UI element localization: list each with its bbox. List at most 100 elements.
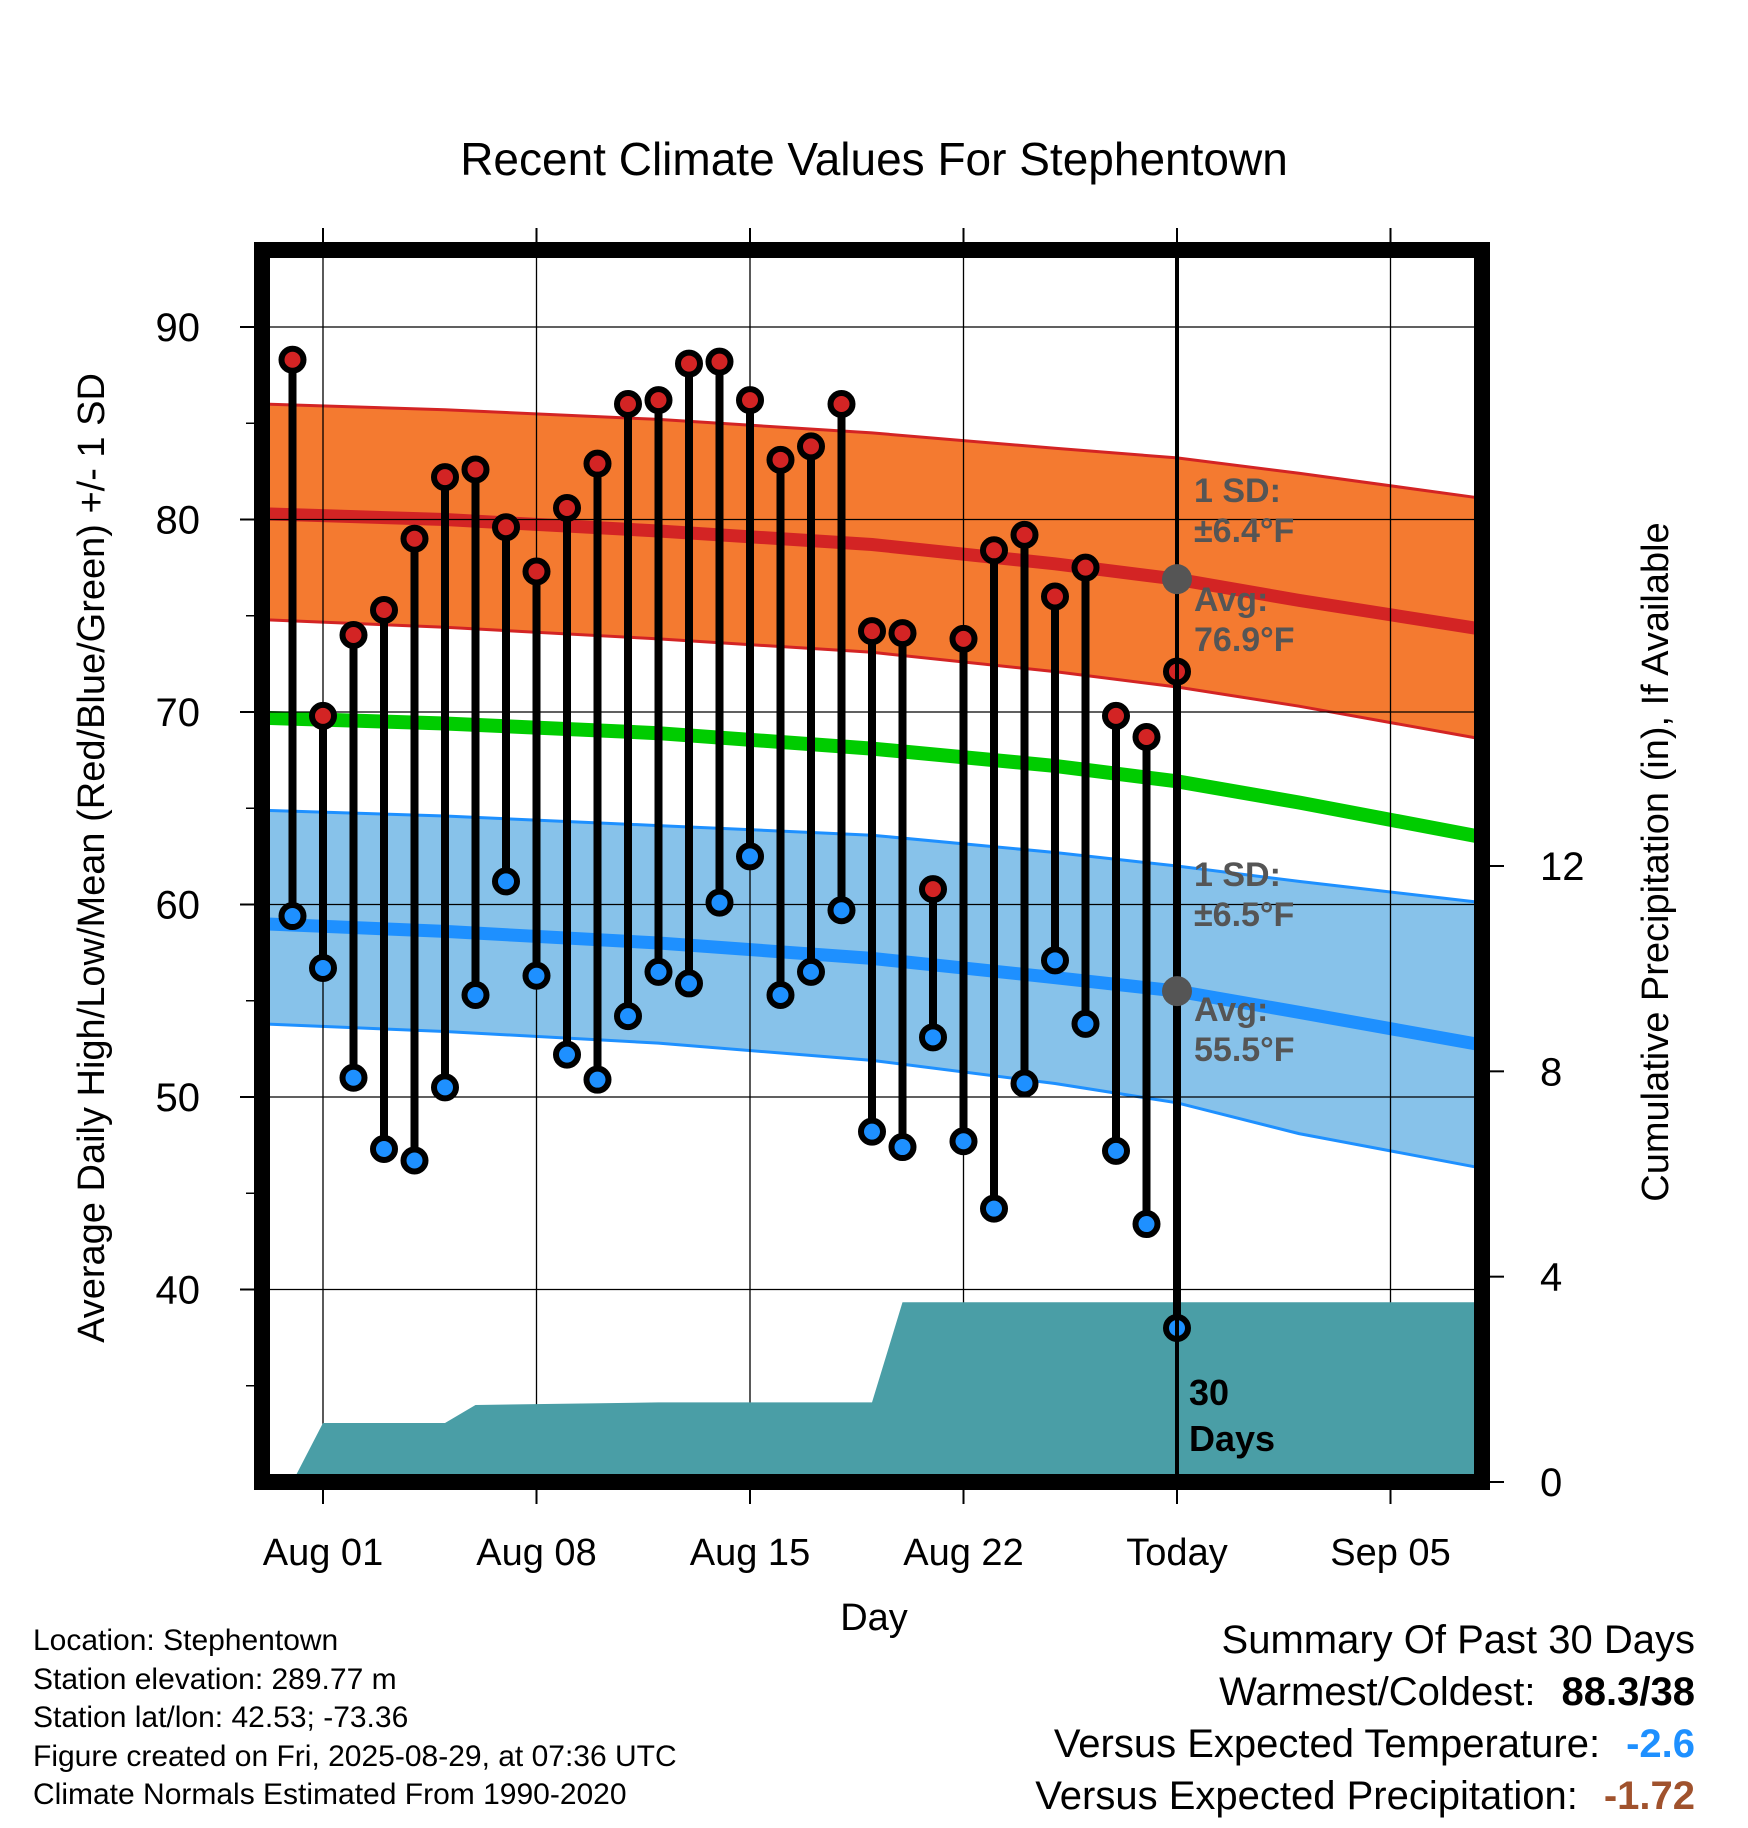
summary-title: Summary Of Past 30 Days: [1221, 1618, 1695, 1662]
summary-panel: Summary Of Past 30 Days Warmest/Coldest:…: [1035, 1614, 1695, 1822]
y-tick-label-50: 50: [156, 1076, 201, 1120]
obs-low-point-2025-08-13: [675, 969, 703, 998]
latlon-text: Station lat/lon: 42.53; -73.36: [33, 1701, 409, 1734]
warmest-label: Warmest/Coldest:: [1219, 1670, 1536, 1714]
obs-high-point-2025-08-25: [1041, 582, 1069, 611]
obs-low-point-2025-08-05: [431, 1073, 459, 1102]
obs-low-point-2025-08-14: [705, 888, 734, 917]
warmest-value: 88.3/38: [1561, 1670, 1695, 1714]
precip-days-label-line: Days: [1189, 1418, 1275, 1459]
precip-value: -1.72: [1603, 1774, 1695, 1818]
obs-high-point-2025-08-09: [553, 493, 581, 522]
obs-low-point-2025-08-19: [858, 1117, 886, 1146]
observed-temperatures: [278, 345, 1191, 1342]
obs-high-point-2025-07-31: [278, 345, 307, 374]
x-tick-label-4: Today: [1126, 1532, 1227, 1574]
obs-high-point-2025-08-11: [614, 390, 642, 418]
obs-high-point-2025-08-18: [827, 390, 856, 418]
obs-high-point-2025-08-04: [400, 524, 429, 553]
obs-low-point-2025-08-07: [492, 867, 520, 896]
annotation-value-3: 55.5°F: [1194, 1031, 1295, 1069]
obs-low-point-2025-08-28: [1132, 1210, 1161, 1239]
today-avg-low-dot: [1162, 976, 1192, 1007]
annotation-label-0: 1 SD:: [1194, 472, 1281, 510]
y2-tick-label-12: 12: [1540, 845, 1585, 889]
summary-temp-row: Versus Expected Temperature: -2.6: [1035, 1718, 1695, 1770]
obs-high-point-2025-08-08: [522, 557, 551, 586]
y-tick-label-40: 40: [156, 1269, 201, 1313]
obs-high-point-2025-08-10: [583, 449, 612, 478]
obs-low-point-2025-08-23: [980, 1194, 1008, 1223]
temp-label: Versus Expected Temperature:: [1053, 1722, 1601, 1766]
y-tick-label-70: 70: [156, 691, 201, 735]
temp-value: -2.6: [1626, 1722, 1695, 1766]
obs-high-point-2025-08-14: [705, 347, 734, 376]
obs-high-point-2025-08-05: [431, 463, 459, 492]
obs-low-point-2025-07-31: [278, 902, 307, 931]
annotation-value-1: 76.9°F: [1194, 621, 1295, 659]
chart-title: Recent Climate Values For Stephentown: [460, 133, 1288, 185]
obs-low-point-2025-08-25: [1041, 946, 1069, 975]
x-tick-label-5: Sep 05: [1330, 1532, 1450, 1574]
x-tick-label-1: Aug 08: [476, 1532, 596, 1574]
obs-low-point-2025-08-12: [644, 957, 673, 986]
x-tick-label-3: Aug 22: [903, 1532, 1023, 1574]
y2-axis-label: Cumulative Precipitation (in), If Availa…: [1635, 522, 1677, 1201]
summary-warmest-row: Warmest/Coldest: 88.3/38: [1035, 1666, 1695, 1718]
obs-high-point-2025-08-15: [736, 386, 764, 415]
annotation-label-1: Avg:: [1194, 581, 1268, 619]
summary-precip-row: Versus Expected Precipitation: -1.72: [1035, 1770, 1695, 1822]
obs-low-point-2025-08-22: [949, 1127, 978, 1156]
precip-label: Versus Expected Precipitation:: [1035, 1774, 1578, 1818]
x-tick-label-0: Aug 01: [263, 1532, 383, 1574]
today-avg-high-dot: [1162, 564, 1192, 595]
obs-low-point-2025-08-17: [797, 957, 825, 986]
location-text: Location: Stephentown: [33, 1624, 339, 1657]
plot-border: [254, 242, 1490, 1490]
annotation-value-2: ±6.5°F: [1194, 896, 1294, 934]
annotation-value-0: ±6.4°F: [1194, 512, 1294, 550]
obs-high-point-2025-08-28: [1132, 723, 1161, 752]
y-axis-label: Average Daily High/Low/Mean (Red/Blue/Gr…: [71, 373, 113, 1343]
y2-tick-label-0: 0: [1540, 1461, 1562, 1505]
plot-frame: [254, 242, 1490, 1490]
obs-high-point-2025-08-01: [309, 701, 337, 730]
y-tick-label-90: 90: [156, 306, 201, 350]
obs-high-point-2025-08-20: [888, 619, 917, 648]
obs-low-point-2025-08-10: [583, 1065, 612, 1094]
axes: Aug 01 Aug 08 Aug 15 Aug 22 Today Sep 0540506…: [156, 228, 1585, 1574]
y2-tick-label-4: 4: [1540, 1256, 1562, 1300]
precip-cumulative-area: [292, 1302, 1482, 1482]
today-marker: 30 Days: [1162, 250, 1275, 1482]
obs-low-point-2025-08-15: [736, 842, 764, 871]
annotation-label-2: 1 SD:: [1194, 856, 1281, 894]
obs-low-point-2025-08-27: [1102, 1136, 1130, 1165]
obs-low-point-2025-08-09: [553, 1040, 581, 1069]
y-tick-label-60: 60: [156, 884, 201, 928]
x-tick-label-2: Aug 15: [690, 1532, 810, 1574]
obs-high-point-2025-08-03: [370, 595, 398, 624]
obs-low-point-2025-08-21: [919, 1023, 947, 1052]
obs-high-point-2025-08-22: [949, 624, 978, 653]
obs-high-point-2025-08-02: [339, 621, 368, 649]
obs-high-point-2025-08-06: [461, 455, 490, 484]
y2-tick-label-8: 8: [1540, 1050, 1562, 1094]
obs-low-point-2025-08-02: [339, 1063, 368, 1092]
obs-low-point-2025-08-11: [614, 1002, 642, 1031]
obs-high-point-2025-08-23: [980, 536, 1008, 565]
created-text: Figure created on Fri, 2025-08-29, at 07…: [33, 1739, 677, 1773]
obs-low-point-2025-08-06: [461, 980, 490, 1009]
obs-high-point-2025-08-21: [919, 875, 947, 904]
obs-low-point-2025-08-26: [1071, 1009, 1100, 1038]
obs-high-point-2025-08-24: [1010, 520, 1039, 549]
obs-high-point-2025-08-26: [1071, 553, 1100, 582]
obs-low-point-2025-08-03: [370, 1134, 398, 1163]
annotation-label-3: Avg:: [1194, 991, 1268, 1029]
precipitation-area: [292, 1302, 1482, 1482]
obs-low-point-2025-08-20: [888, 1133, 917, 1162]
y-tick-label-80: 80: [156, 499, 201, 543]
obs-low-point-2025-08-04: [400, 1146, 429, 1175]
station-info: Location: Stephentown Station elevation:…: [33, 1622, 677, 1815]
